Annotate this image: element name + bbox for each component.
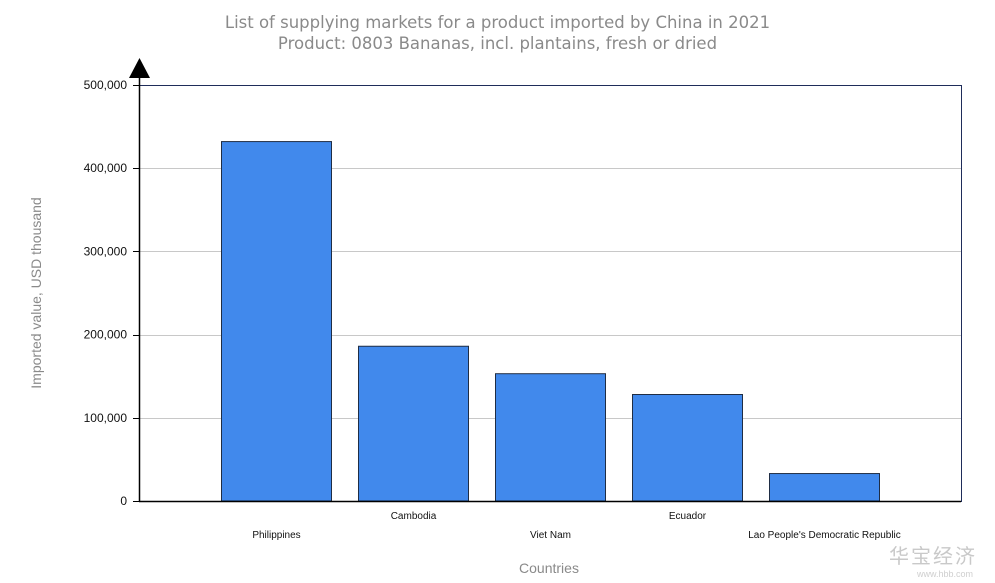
x-category-label: Viet Nam [530, 530, 571, 541]
y-tick-label: 0 [120, 494, 127, 508]
x-category-label: Philippines [252, 530, 300, 541]
chart-title-block: List of supplying markets for a product … [0, 12, 995, 54]
y-axis-arrow-icon [129, 58, 150, 78]
y-tick-label: 200,000 [84, 328, 128, 342]
y-tick-label: 300,000 [84, 244, 128, 258]
bar [769, 473, 880, 502]
y-tick-label: 100,000 [84, 411, 128, 425]
x-axis-title: Countries [519, 560, 579, 576]
bar [632, 394, 743, 502]
y-tick-label: 500,000 [84, 78, 128, 92]
y-axis-title: Imported value, USD thousand [28, 197, 44, 388]
chart-title: List of supplying markets for a product … [224, 13, 771, 32]
y-tick-label: 400,000 [84, 161, 128, 175]
bar [221, 141, 332, 502]
axes [129, 58, 962, 503]
bar [358, 345, 469, 502]
bar [495, 373, 606, 502]
chart-subtitle: Product: 0803 Bananas, incl. plantains, … [277, 34, 718, 53]
x-category-label: Cambodia [391, 511, 437, 522]
x-category-label: Lao People's Democratic Republic [748, 530, 901, 541]
x-category-labels: Philippines Cambodia Viet Nam Ecuador Lao Pe… [252, 511, 900, 541]
watermark-url: www.hbb.com [916, 569, 973, 579]
bars [221, 141, 880, 502]
watermark-logo: 华宝经济 [889, 544, 977, 568]
x-category-label: Ecuador [669, 511, 707, 522]
y-tick-labels: 0 100,000 200,000 300,000 400,000 500,000 [84, 78, 139, 508]
